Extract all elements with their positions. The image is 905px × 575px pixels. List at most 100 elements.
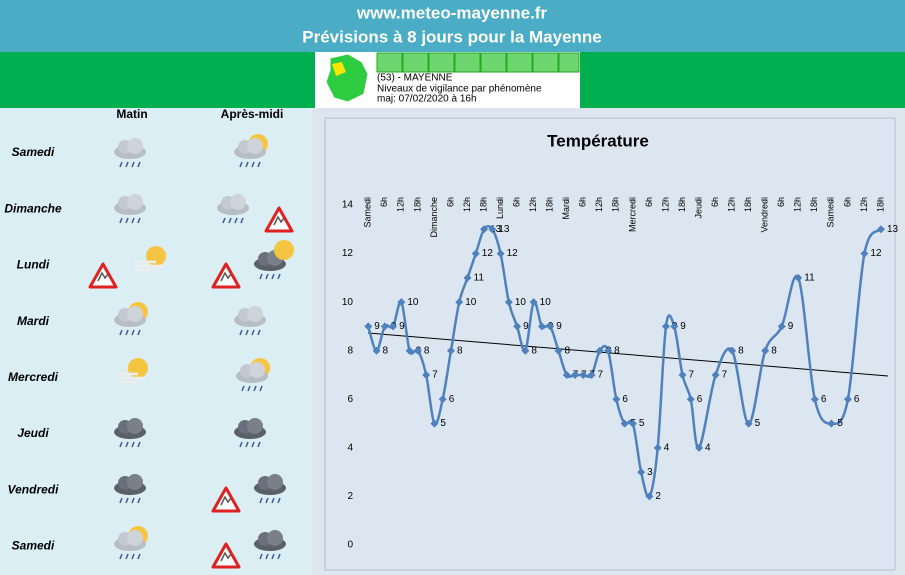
- y-tick-label: 2: [347, 491, 353, 502]
- chart-title: Température: [547, 131, 649, 150]
- x-tick-label: Samedi: [363, 197, 373, 228]
- x-tick-label: 6h: [710, 197, 720, 207]
- data-label: 5: [639, 418, 645, 429]
- point: [728, 346, 737, 355]
- x-tick-label: 18h: [545, 197, 555, 212]
- point: [488, 225, 497, 234]
- point: [628, 419, 637, 428]
- data-label: 10: [515, 297, 527, 308]
- data-label: 8: [424, 345, 430, 356]
- data-label: 7: [722, 370, 728, 381]
- column-header: Matin: [116, 107, 147, 121]
- y-tick-label: 10: [342, 297, 354, 308]
- point: [579, 371, 588, 379]
- data-label: 7: [598, 370, 604, 381]
- y-tick-label: 12: [342, 248, 354, 259]
- point: [661, 322, 670, 331]
- point: [380, 322, 389, 331]
- point: [446, 346, 455, 355]
- x-tick-label: 6h: [511, 197, 521, 207]
- data-label: 9: [680, 321, 686, 332]
- x-tick-label: Vendredi: [760, 197, 770, 233]
- data-label: 7: [689, 370, 695, 381]
- x-tick-label: 12h: [462, 197, 472, 212]
- x-tick-label: 6h: [644, 197, 654, 207]
- y-tick-label: 6: [347, 394, 353, 405]
- x-tick-label: 12h: [660, 197, 670, 212]
- data-label: 11: [804, 272, 815, 283]
- day-name: Samedi: [12, 145, 55, 159]
- x-tick-label: 6h: [776, 197, 786, 207]
- point: [620, 419, 629, 428]
- data-label: 12: [482, 248, 494, 259]
- vigilance-updated: maj: 07/02/2020 à 16h: [377, 94, 477, 105]
- x-tick-label: 6h: [445, 197, 455, 207]
- point: [405, 346, 414, 355]
- point: [595, 346, 604, 355]
- day-name: Mardi: [17, 314, 50, 328]
- day-name: Lundi: [17, 258, 50, 272]
- data-label: 8: [564, 345, 570, 356]
- x-tick-label: 12h: [594, 197, 604, 212]
- trend-line: [367, 332, 889, 377]
- point: [637, 468, 646, 477]
- x-tick-label: 18h: [478, 197, 488, 212]
- point: [711, 371, 720, 379]
- point: [496, 249, 505, 258]
- y-tick-label: 0: [347, 540, 353, 551]
- data-label: 8: [531, 345, 537, 356]
- x-tick-label: 12h: [396, 197, 406, 212]
- point: [761, 346, 770, 355]
- data-label: 12: [507, 248, 519, 259]
- data-label: 10: [465, 297, 477, 308]
- data-label: 7: [432, 370, 438, 381]
- point: [695, 443, 704, 452]
- vigilance-icons: [376, 52, 580, 73]
- point: [843, 395, 852, 404]
- point: [546, 322, 555, 331]
- x-tick-label: 18h: [611, 197, 621, 212]
- data-label: 3: [647, 467, 653, 478]
- point: [422, 371, 431, 379]
- point: [744, 419, 753, 428]
- point: [876, 225, 885, 234]
- day-name: Mercredi: [8, 370, 59, 384]
- x-tick-label: 12h: [793, 197, 803, 212]
- x-tick-label: 12h: [726, 197, 736, 212]
- point: [587, 371, 596, 379]
- data-label: 9: [788, 321, 794, 332]
- day-name: Jeudi: [17, 426, 49, 440]
- point: [364, 322, 373, 331]
- data-label: 9: [399, 321, 405, 332]
- vigilance-dept: (53) - MAYENNE: [377, 73, 453, 84]
- day-name: Samedi: [12, 539, 55, 553]
- point: [612, 395, 621, 404]
- x-tick-label: Samedi: [826, 197, 836, 228]
- data-label: 6: [622, 394, 628, 405]
- x-tick-label: Mercredi: [627, 197, 637, 232]
- point: [604, 346, 613, 355]
- day-name: Vendredi: [8, 482, 60, 496]
- point: [463, 273, 472, 282]
- point: [438, 395, 447, 404]
- data-label: 5: [440, 418, 446, 429]
- point: [521, 346, 530, 355]
- map-yellow: [332, 62, 346, 76]
- point: [389, 322, 398, 331]
- data-label: 12: [870, 248, 882, 259]
- data-label: 5: [837, 418, 843, 429]
- data-label: 9: [374, 321, 380, 332]
- point: [562, 371, 571, 379]
- point: [471, 249, 480, 258]
- data-label: 4: [705, 442, 711, 453]
- data-label: 6: [449, 394, 455, 405]
- y-tick-label: 14: [342, 200, 354, 211]
- y-tick-label: 8: [347, 345, 353, 356]
- x-tick-label: 6h: [842, 197, 852, 207]
- day-name: Dimanche: [4, 201, 62, 215]
- x-tick-label: Dimanche: [429, 197, 439, 238]
- point: [455, 298, 464, 307]
- point: [571, 371, 580, 379]
